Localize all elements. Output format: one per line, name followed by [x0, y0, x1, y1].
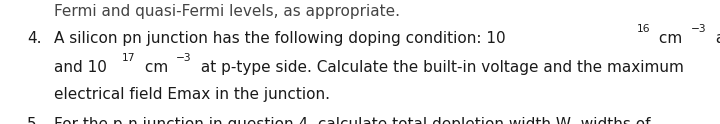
Text: A silicon pn junction has the following doping condition: 10: A silicon pn junction has the following …: [54, 31, 505, 46]
Text: Fermi and quasi-Fermi levels, as appropriate.: Fermi and quasi-Fermi levels, as appropr…: [54, 4, 400, 19]
Text: and 10: and 10: [54, 60, 107, 75]
Text: at p-type side. Calculate the built-in voltage and the maximum: at p-type side. Calculate the built-in v…: [197, 60, 684, 75]
Text: 5.: 5.: [27, 117, 42, 124]
Text: −3: −3: [176, 53, 192, 63]
Text: For the p-n junction in question 4, calculate total depletion width W, widths of: For the p-n junction in question 4, calc…: [54, 117, 650, 124]
Text: 4.: 4.: [27, 31, 42, 46]
Text: cm: cm: [140, 60, 168, 75]
Text: 16: 16: [636, 24, 650, 34]
Text: −3: −3: [690, 24, 706, 34]
Text: cm: cm: [654, 31, 683, 46]
Text: at n-type side: at n-type side: [711, 31, 720, 46]
Text: 17: 17: [122, 53, 136, 63]
Text: electrical field Emax in the junction.: electrical field Emax in the junction.: [54, 87, 330, 102]
